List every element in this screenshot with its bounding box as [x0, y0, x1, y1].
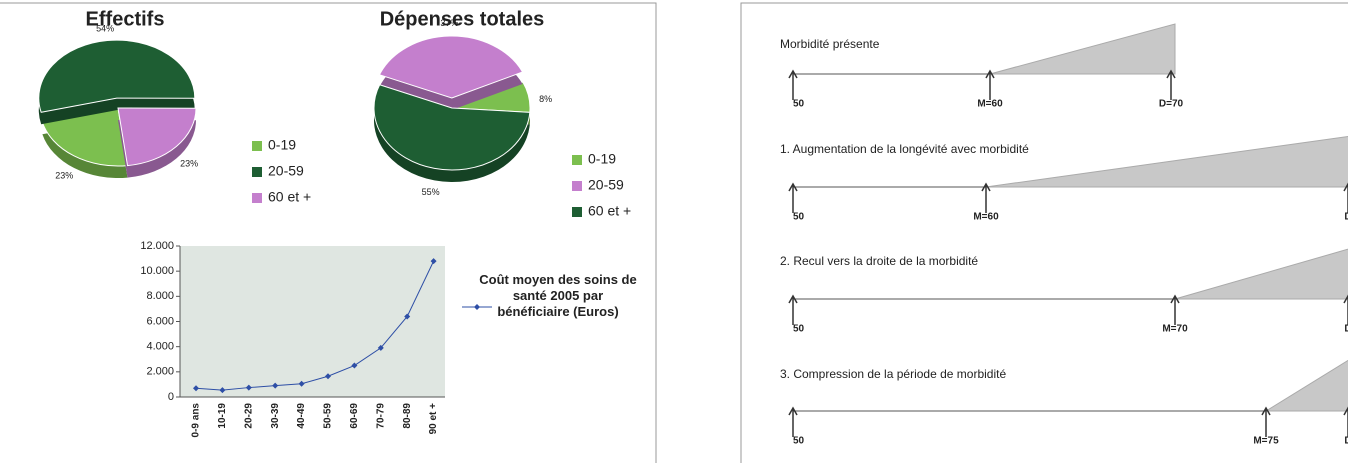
point-label: M=75	[1253, 436, 1279, 447]
arrow-head	[1343, 294, 1348, 304]
x-tick-label: 30-39	[270, 403, 281, 429]
right-panel	[740, 2, 1348, 463]
x-tick-label: 50-59	[323, 403, 334, 429]
x-tick-label: 60-69	[349, 403, 360, 429]
arrow-head	[788, 294, 798, 304]
morbidity-area	[985, 136, 1348, 188]
data-label: 23%	[180, 158, 198, 168]
arrow-head	[788, 406, 798, 416]
slice	[378, 35, 524, 99]
point-label: M=60	[977, 99, 1003, 110]
data-label: 8%	[539, 94, 552, 104]
marker	[351, 362, 358, 369]
y-tick-label: 4.000	[146, 341, 174, 353]
data-label: 55%	[422, 187, 440, 197]
point-label: 50	[793, 99, 805, 110]
legend-label: 20-59	[588, 177, 624, 193]
x-tick-label: 40-49	[296, 403, 307, 429]
row-title: Morbidité présente	[780, 37, 880, 51]
point-label: 50	[793, 324, 805, 335]
marker	[298, 380, 305, 387]
legend-swatch	[252, 193, 262, 203]
x-tick-label: 80-89	[402, 403, 413, 429]
legend-swatch	[252, 141, 262, 151]
marker	[245, 384, 252, 391]
legend-label: 60 et +	[268, 189, 311, 205]
row-title: 3. Compression de la période de morbidit…	[780, 367, 1006, 381]
data-label: 37%	[440, 18, 458, 28]
legend-swatch	[252, 167, 262, 177]
arrow-head	[1343, 182, 1348, 192]
arrow-head	[788, 182, 798, 192]
point-label: 50	[793, 436, 805, 447]
marker	[377, 344, 384, 351]
point-label: 50	[793, 212, 805, 223]
chart-title: Effectifs	[86, 8, 165, 30]
marker	[325, 373, 331, 380]
legend-swatch	[572, 181, 582, 191]
point-label: D	[1344, 324, 1348, 335]
x-tick-label: 90 et +	[428, 403, 439, 435]
morbidity-area	[1174, 248, 1348, 300]
y-tick-label: 6.000	[146, 315, 174, 327]
slice	[117, 107, 197, 167]
row-title: 1. Augmentation de la longévité avec mor…	[780, 142, 1029, 156]
chart-title: Dépenses totales	[380, 8, 545, 30]
point-label: D	[1344, 212, 1348, 223]
x-tick-label: 10-19	[217, 403, 228, 429]
y-tick-label: 12.000	[140, 240, 174, 252]
point-label: D=70	[1159, 99, 1184, 110]
point-label: D	[1344, 436, 1348, 447]
data-label: 23%	[55, 171, 73, 181]
marker	[404, 313, 411, 320]
legend-swatch	[572, 155, 582, 165]
row-title: 2. Recul vers la droite de la morbidité	[780, 254, 978, 268]
legend-swatch	[572, 207, 582, 217]
arrow-head	[788, 69, 798, 79]
x-tick-label: 0-9 ans	[191, 403, 202, 438]
data-label: 54%	[96, 24, 114, 34]
legend-label: 0-19	[588, 151, 616, 167]
arrow-head	[981, 182, 991, 192]
line	[195, 260, 435, 391]
slice	[38, 39, 196, 113]
morbidity-area	[989, 23, 1176, 75]
x-tick-label: 20-29	[243, 403, 254, 429]
slice	[373, 84, 531, 171]
plot-area	[180, 246, 445, 397]
marker	[272, 382, 279, 389]
point-label: M=60	[973, 212, 999, 223]
morbidity-area	[1264, 359, 1348, 412]
legend-label: 0-19	[268, 137, 296, 153]
marker	[430, 258, 437, 265]
arrow-head	[985, 69, 995, 79]
arrow-head	[1166, 69, 1176, 79]
y-tick-label: 8.000	[146, 290, 174, 302]
x-tick-label: 70-79	[375, 403, 386, 429]
legend-marker	[474, 304, 480, 310]
legend-label: 20-59	[268, 163, 304, 179]
marker	[219, 387, 226, 394]
y-tick-label: 10.000	[140, 265, 174, 277]
y-tick-label: 2.000	[146, 366, 174, 378]
marker	[193, 385, 199, 392]
left-panel	[0, 2, 657, 463]
arrow-head	[1261, 406, 1271, 416]
arrow-head	[1343, 406, 1348, 416]
point-label: M=70	[1162, 324, 1188, 335]
legend-label: 60 et +	[588, 203, 631, 219]
legend-text: Coût moyen des soins de santé 2005 par b…	[479, 272, 637, 319]
arrow-head	[1170, 294, 1180, 304]
y-tick-label: 0	[168, 391, 174, 403]
slice	[41, 107, 129, 167]
